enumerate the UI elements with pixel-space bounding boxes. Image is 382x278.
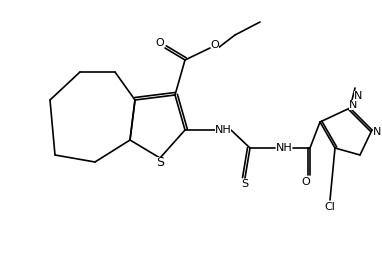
- Text: N: N: [354, 91, 362, 101]
- Text: NH: NH: [276, 143, 292, 153]
- Text: N: N: [349, 100, 357, 110]
- Text: O: O: [302, 177, 310, 187]
- Text: NH: NH: [215, 125, 231, 135]
- Text: S: S: [241, 179, 249, 189]
- Text: N: N: [373, 127, 381, 137]
- Text: O: O: [210, 40, 219, 50]
- Text: Cl: Cl: [325, 202, 335, 212]
- Text: S: S: [156, 157, 164, 170]
- Text: O: O: [155, 38, 164, 48]
